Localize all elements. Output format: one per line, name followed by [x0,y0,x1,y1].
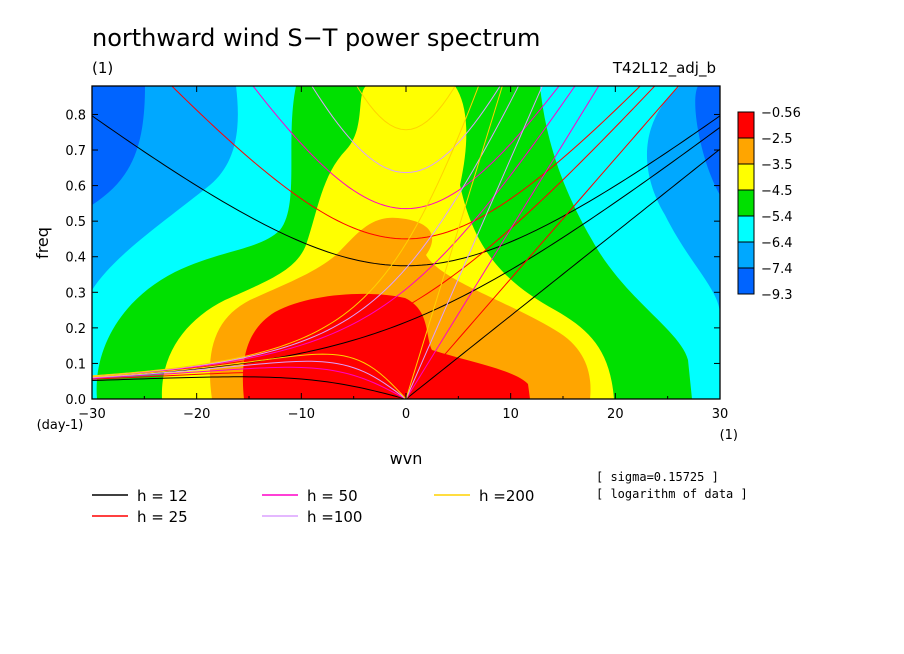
legend-label: h = 50 [307,487,358,505]
colorbar-label: −4.5 [761,184,793,199]
mrg-curve-h12 [92,126,720,378]
mrg-curve-h50 [92,86,576,377]
curve-legend: h = 12 h = 25 h = 50 h =100 h =200 [92,487,534,526]
rossby-curve-h200 [92,353,407,399]
legend-label: h = 25 [137,508,188,526]
kelvin-curve-h12 [405,148,720,399]
gravity-curve-h200 [356,86,456,131]
x-tick-label: 0 [402,407,410,422]
filled-contours [92,86,720,399]
legend-label: h = 12 [137,487,188,505]
y-tick-label: 0.7 [65,144,86,159]
colorbar-swatch [737,137,755,165]
sigma-note: [ sigma=0.15725 ] [596,470,719,484]
colorbar-label: −0.56 [761,106,801,121]
x-tick-label: 20 [607,407,624,422]
colorbar-label: −5.4 [761,210,793,225]
colorbar: −0.56 −2.5 −3.5 −4.5 −5.4 −6.4 −7.4 −9.3 [737,106,801,303]
mrg-curve-h200 [92,86,480,377]
rossby-curve-h50 [92,366,407,399]
legend-label: h =100 [307,508,362,526]
colorbar-swatch [737,189,755,217]
mrg-curve-h100 [92,86,520,377]
chart-subtitle-left: (1) [92,59,113,77]
colorbar-label: −3.5 [761,158,793,173]
colorbar-label: −6.4 [761,236,793,251]
colorbar-label: −7.4 [761,262,793,277]
x-tick-label: −10 [288,407,315,422]
chart-title: northward wind S−T power spectrum [92,24,540,52]
y-tick-label: 0.4 [65,251,86,266]
log-note: [ logarithm of data ] [596,487,748,501]
kelvin-curve-h200 [405,86,503,399]
gravity-curve-h100 [311,86,501,174]
y-tick-label: 0.0 [65,393,86,408]
colorbar-label: −9.3 [761,288,793,303]
colorbar-swatch [737,111,755,139]
colorbar-swatch [737,215,755,243]
y-tick-label: 0.3 [65,286,86,301]
gravity-curve-h12 [92,115,720,267]
y-tick-label: 0.8 [65,108,86,123]
dispersion-curves [92,86,720,399]
legend-label: h =200 [479,487,534,505]
y-tick-label: 0.2 [65,322,86,337]
kelvin-curve-h25 [405,86,680,399]
mrg-curve-h25 [92,86,656,378]
gravity-curve-h50 [252,86,560,210]
gravity-curve-h25 [171,86,641,240]
colorbar-label: −2.5 [761,132,793,147]
rossby-curve-h100 [92,360,407,399]
kelvin-curve-h50 [405,86,600,399]
y-tick-label: 0.5 [65,215,86,230]
x-axis: −30 −20 −10 0 10 20 30 [78,86,728,422]
plot-area [92,86,720,399]
colorbar-swatch [737,241,755,269]
y-tick-label: 0.1 [65,357,86,372]
x-tick-label: −30 [78,407,105,422]
x-unit-label: (1) [720,428,738,443]
y-axis: 0.0 0.1 0.2 0.3 0.4 0.5 0.6 0.7 0.8 [65,108,720,408]
rossby-curve-h12 [92,376,407,399]
chart-subtitle-right: T42L12_adj_b [612,59,716,78]
contour-level-6 [242,293,530,399]
x-tick-label: −20 [183,407,210,422]
colorbar-swatch [737,163,755,191]
x-tick-label: 30 [712,407,729,422]
x-axis-label: wvn [390,449,423,468]
rossby-curve-h25 [92,371,407,399]
kelvin-curve-h100 [405,86,543,399]
y-unit-label: (day-1) [37,418,84,433]
colorbar-swatch [737,267,755,295]
x-tick-label: 10 [502,407,519,422]
y-tick-label: 0.6 [65,180,86,195]
y-axis-label: freq [33,227,52,259]
